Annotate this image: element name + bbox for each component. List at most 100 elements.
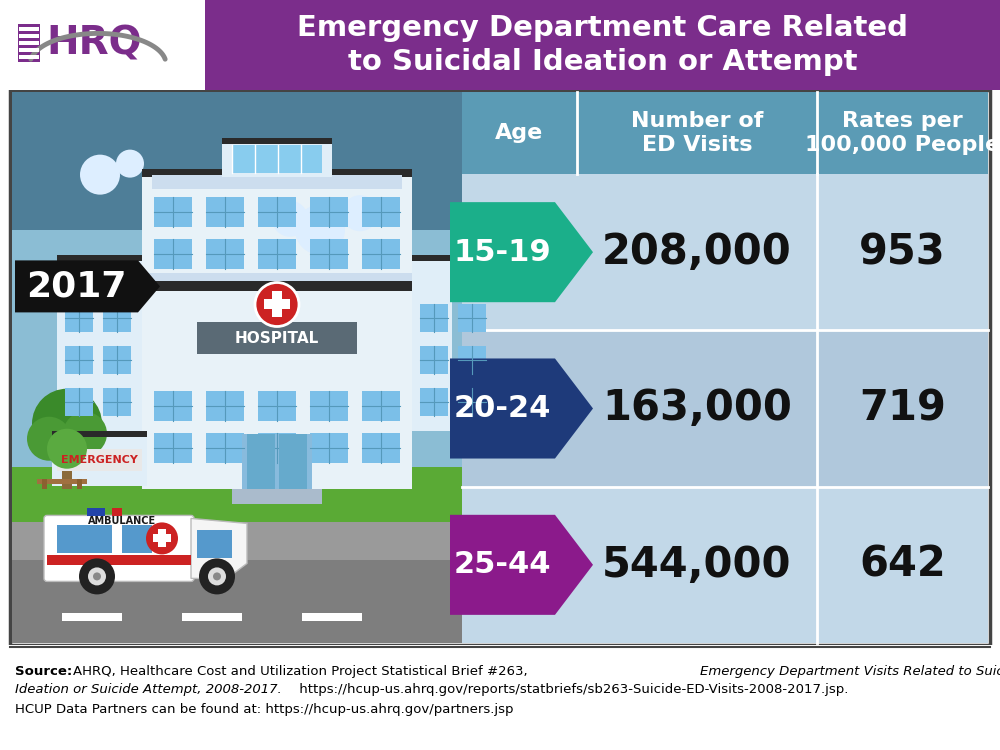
Bar	[458, 388, 486, 416]
Bar	[420, 388, 448, 416]
Bar	[420, 304, 448, 332]
Bar	[462, 92, 988, 643]
Text: EMERGENCY: EMERGENCY	[61, 455, 138, 465]
Bar	[462, 92, 988, 174]
Bar	[412, 256, 452, 262]
Text: AMBULANCE: AMBULANCE	[88, 517, 156, 526]
Bar	[362, 392, 400, 422]
Text: 163,000: 163,000	[602, 388, 792, 430]
Bar	[458, 346, 486, 374]
Bar	[462, 487, 988, 643]
Bar	[310, 433, 348, 464]
Bar	[37, 478, 87, 484]
Circle shape	[93, 572, 101, 580]
Polygon shape	[191, 518, 247, 578]
Bar	[182, 613, 242, 621]
Text: 642: 642	[859, 544, 946, 586]
Text: 15-19: 15-19	[454, 238, 551, 267]
Circle shape	[63, 412, 107, 456]
Bar	[87, 509, 105, 517]
Text: https://hcup-us.ahrq.gov/reports/statbriefs/sb263-Suicide-ED-Visits-2008-2017.js: https://hcup-us.ahrq.gov/reports/statbri…	[295, 683, 848, 696]
Bar	[19, 34, 39, 38]
Text: 544,000: 544,000	[602, 544, 792, 586]
Bar	[310, 238, 348, 268]
Bar	[62, 448, 72, 489]
Circle shape	[27, 417, 71, 460]
Bar	[103, 346, 131, 374]
Bar	[19, 27, 39, 31]
Circle shape	[32, 388, 102, 459]
Bar	[206, 392, 244, 422]
Bar	[264, 299, 290, 310]
Bar	[205, 0, 1000, 90]
Circle shape	[116, 150, 144, 178]
Circle shape	[208, 568, 226, 586]
Text: HRQ: HRQ	[46, 24, 142, 62]
Bar	[57, 449, 142, 471]
Circle shape	[80, 154, 120, 195]
Bar	[420, 346, 448, 374]
Polygon shape	[18, 24, 40, 62]
Text: Age: Age	[495, 123, 544, 143]
Bar	[154, 238, 192, 268]
Bar	[302, 613, 362, 621]
Polygon shape	[15, 260, 160, 313]
Text: Emergency Department Care Related
to Suicidal Ideation or Attempt: Emergency Department Care Related to Sui…	[297, 14, 908, 76]
Circle shape	[255, 283, 299, 326]
Bar	[77, 478, 82, 489]
Bar	[258, 392, 296, 422]
Bar	[154, 392, 192, 422]
Bar	[362, 238, 400, 268]
Bar	[10, 90, 990, 645]
Bar	[65, 304, 93, 332]
Bar	[57, 256, 142, 262]
Bar	[153, 535, 171, 542]
Circle shape	[88, 568, 106, 586]
Bar	[62, 613, 122, 621]
Circle shape	[146, 523, 178, 554]
Bar	[258, 238, 296, 268]
Bar	[242, 433, 312, 489]
Bar	[12, 466, 462, 522]
Circle shape	[272, 201, 308, 237]
Bar	[310, 392, 348, 422]
Bar	[310, 196, 348, 226]
Bar	[142, 272, 412, 280]
Bar	[222, 138, 332, 144]
Bar	[158, 530, 166, 548]
Bar	[152, 176, 402, 189]
Polygon shape	[450, 358, 593, 458]
Text: 2017: 2017	[26, 269, 127, 304]
Bar	[258, 433, 296, 464]
Text: Number of
ED Visits: Number of ED Visits	[631, 110, 763, 155]
Bar	[65, 346, 93, 374]
Bar	[12, 92, 462, 395]
Bar	[103, 388, 131, 416]
Bar	[42, 478, 47, 489]
Bar	[458, 304, 486, 332]
Bar	[206, 238, 244, 268]
Text: 719: 719	[859, 388, 946, 430]
Bar	[52, 431, 147, 437]
Bar	[122, 526, 152, 554]
Bar	[232, 146, 322, 173]
Bar	[154, 433, 192, 464]
Circle shape	[47, 429, 87, 469]
Bar	[47, 556, 191, 566]
Text: AHRQ, Healthcare Cost and Utilization Project Statistical Brief #263,: AHRQ, Healthcare Cost and Utilization Pr…	[73, 665, 532, 678]
FancyBboxPatch shape	[44, 515, 194, 581]
Circle shape	[295, 205, 345, 255]
Bar	[19, 41, 39, 45]
Bar	[0, 0, 205, 90]
Bar	[247, 433, 275, 489]
Bar	[19, 55, 39, 59]
Bar	[12, 230, 462, 478]
Bar	[154, 196, 192, 226]
Bar	[65, 388, 93, 416]
Bar	[412, 256, 452, 431]
Text: 208,000: 208,000	[602, 231, 792, 273]
Text: 953: 953	[859, 231, 946, 273]
Polygon shape	[450, 202, 593, 302]
Polygon shape	[450, 514, 593, 615]
Bar	[362, 433, 400, 464]
